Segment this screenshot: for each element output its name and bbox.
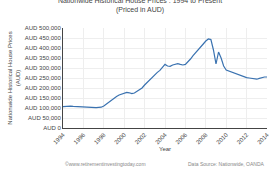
svg-text:©www.retirementinvestingtoday.: ©www.retirementinvestingtoday.com (65, 161, 146, 167)
svg-text:Data Source: Nationwide, OANDA: Data Source: Nationwide, OANDA (188, 161, 265, 167)
svg-text:2008: 2008 (195, 131, 209, 145)
svg-text:AUD 0: AUD 0 (43, 125, 61, 131)
svg-text:AUD 450,000: AUD 450,000 (25, 35, 62, 41)
svg-text:AUD 100,000: AUD 100,000 (25, 105, 62, 111)
svg-text:AUD 400,000: AUD 400,000 (25, 45, 62, 51)
svg-text:AUD 200,000: AUD 200,000 (25, 85, 62, 91)
svg-text:2004: 2004 (154, 131, 168, 145)
svg-text:1996: 1996 (73, 131, 87, 145)
svg-text:AUD 350,000: AUD 350,000 (25, 55, 62, 61)
svg-text:Year: Year (159, 146, 171, 152)
svg-text:2000: 2000 (113, 131, 127, 145)
svg-text:1994: 1994 (52, 131, 66, 145)
svg-text:1998: 1998 (93, 131, 107, 145)
svg-text:AUD 150,000: AUD 150,000 (25, 95, 62, 101)
svg-text:2014: 2014 (256, 131, 270, 145)
svg-text:AUD 50,000: AUD 50,000 (28, 115, 61, 121)
svg-text:2006: 2006 (175, 131, 189, 145)
svg-text:AUD 250,000: AUD 250,000 (25, 75, 62, 81)
svg-text:2010: 2010 (215, 131, 229, 145)
svg-text:AUD 500,000: AUD 500,000 (25, 25, 62, 31)
svg-text:Nationwide Historical House Pr: Nationwide Historical House Prices(AUD) (7, 31, 21, 124)
svg-text:AUD 300,000: AUD 300,000 (25, 65, 62, 71)
svg-text:2002: 2002 (134, 131, 148, 145)
svg-text:2012: 2012 (236, 131, 250, 145)
svg-text:Nationwide Historical House Pr: Nationwide Historical House Prices : 199… (58, 0, 222, 14)
